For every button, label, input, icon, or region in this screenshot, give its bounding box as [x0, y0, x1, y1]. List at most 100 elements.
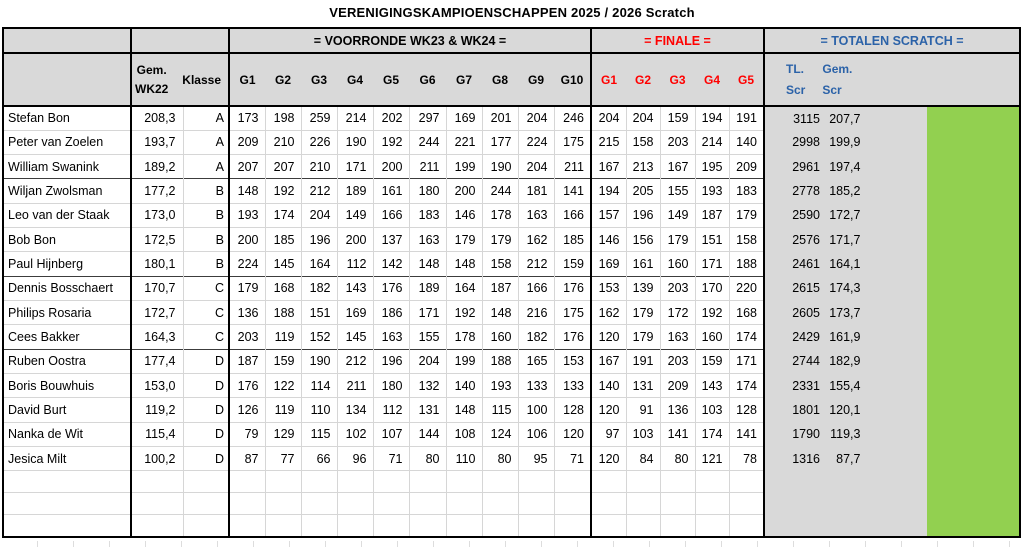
voorronde-game-header: G7: [446, 53, 482, 107]
finale-score-cell: 192: [694, 300, 729, 325]
totalen-cell: 3115 207,7: [764, 106, 927, 131]
voorronde-score-cell: 207: [229, 154, 265, 179]
average-scratch-value: 87,7: [836, 451, 861, 466]
finale-score-cell: 162: [590, 300, 626, 325]
voorronde-score-cell: 166: [517, 275, 554, 301]
blank-header-cell: [131, 28, 230, 54]
finale-score-cell: 155: [659, 178, 695, 204]
green-spacer-cell: [927, 324, 1020, 350]
average-scratch-value: 119,3: [830, 427, 861, 442]
voorronde-score-cell: 199: [445, 154, 482, 179]
finale-score-cell: 78: [728, 446, 765, 471]
player-row: Nanka de Wit 115,4 D 79 129 115 102 107 …: [3, 421, 1020, 447]
total-scratch-value: 2590: [792, 208, 820, 223]
finale-score-cell: 195: [694, 154, 729, 179]
finale-score-cell: 167: [659, 154, 695, 179]
finale-score-cell: 172: [659, 300, 695, 325]
voorronde-score-cell: 80: [481, 446, 518, 471]
voorronde-score-cell: 200: [336, 227, 373, 252]
gem-wk22-cell: 164,3: [131, 324, 184, 350]
voorronde-score-cell: 207: [264, 154, 301, 179]
voorronde-game-header: G4: [337, 53, 373, 107]
average-scratch-value: 171,7: [829, 232, 861, 247]
klasse-cell: D: [183, 373, 230, 398]
klasse-cell: B: [183, 178, 230, 204]
total-scratch-value: 2998: [792, 135, 820, 150]
voorronde-score-cell: 71: [553, 446, 591, 471]
voorronde-score-cell: 66: [300, 446, 337, 471]
voorronde-score-cell: 176: [229, 373, 265, 398]
voorronde-score-cell: 203: [229, 324, 265, 350]
total-scratch-value: 2429: [792, 330, 820, 345]
voorronde-score-cell: 140: [445, 373, 482, 398]
totalen-cell: 1790 119,3: [764, 422, 927, 447]
gem-wk22-cell: 100,2: [131, 446, 184, 471]
voorronde-score-cell: 186: [372, 300, 409, 325]
player-row: Bob Bon 172,5 B 200 185 196 200 137 163 …: [3, 227, 1020, 252]
gem-wk22-cell: 172,7: [131, 300, 184, 325]
average-scratch-value: 199,9: [829, 135, 861, 150]
green-spacer-cell: [927, 514, 1020, 537]
voorronde-score-cell: 126: [229, 397, 265, 423]
voorronde-score-cell: 108: [445, 421, 482, 447]
voorronde-score-cell: 112: [336, 251, 373, 277]
voorronde-score-cell: 152: [300, 324, 337, 350]
finale-score-cell: 169: [590, 251, 626, 277]
voorronde-score-cell: 79: [229, 421, 265, 447]
total-scratch-value: 2576: [792, 232, 820, 247]
klasse-header: Klasse: [182, 72, 221, 87]
finale-score-cell: 167: [590, 348, 626, 374]
player-name-cell: Bob Bon: [3, 227, 132, 252]
player-row: Paul Hijnberg 180,1 B 224 145 164 112 14…: [3, 251, 1020, 277]
voorronde-score-cell: 244: [481, 178, 518, 204]
totalen-cell: [764, 492, 927, 515]
finale-score-cell: 160: [659, 251, 695, 277]
total-scratch-value: 1790: [792, 427, 820, 442]
finale-game-header: G2: [626, 53, 660, 107]
voorronde-score-cell: 189: [408, 275, 446, 301]
finale-score-cell: 179: [728, 202, 765, 228]
voorronde-score-cell: 110: [445, 446, 482, 471]
finale-score-cell: 203: [659, 348, 695, 374]
voorronde-score-cell: 224: [229, 251, 265, 277]
player-row: Boris Bouwhuis 153,0 D 176 122 114 211 1…: [3, 373, 1020, 398]
player-row: David Burt 119,2 D 126 119 110 134 112 1…: [3, 397, 1020, 423]
average-scratch-value: 120,1: [829, 403, 861, 418]
total-scratch-value: 2605: [792, 305, 820, 320]
player-name-cell: Peter van Zoelen: [3, 129, 132, 155]
finale-score-cell: 120: [590, 324, 626, 350]
player-name-cell: William Swanink: [3, 154, 132, 179]
voorronde-score-cell: 190: [300, 348, 337, 374]
voorronde-score-cell: 204: [408, 348, 446, 374]
voorronde-score-cell: 77: [264, 446, 301, 471]
voorronde-score-cell: 112: [372, 397, 409, 423]
voorronde-score-cell: 148: [445, 251, 482, 277]
finale-score-cell: 220: [728, 275, 765, 301]
voorronde-score-cell: 183: [408, 202, 446, 228]
voorronde-score-cell: 192: [445, 300, 482, 325]
blank-header-cell: [3, 28, 132, 54]
klasse-cell: D: [183, 397, 230, 423]
voorronde-score-cell: 95: [517, 446, 554, 471]
voorronde-score-cell: 180: [372, 373, 409, 398]
voorronde-score-cell: 244: [408, 129, 446, 155]
finale-score-cell: 84: [625, 446, 660, 471]
klasse-cell: B: [183, 227, 230, 252]
voorronde-score-cell: 148: [445, 397, 482, 423]
finale-score-cell: 203: [659, 129, 695, 155]
klasse-cell: B: [183, 202, 230, 228]
voorronde-score-cell: 166: [372, 202, 409, 228]
voorronde-score-cell: 120: [553, 421, 591, 447]
voorronde-score-cell: 201: [481, 105, 518, 131]
total-scratch-value: 2744: [792, 354, 820, 369]
player-name-cell: Wiljan Zwolsman: [3, 178, 132, 204]
voorronde-score-cell: 148: [229, 178, 265, 204]
finale-score-cell: 97: [590, 421, 626, 447]
finale-score-cell: 174: [728, 324, 765, 350]
voorronde-score-cell: 100: [517, 397, 554, 423]
voorronde-score-cell: 176: [553, 324, 591, 350]
voorronde-score-cell: 188: [481, 348, 518, 374]
voorronde-score-cell: 119: [264, 324, 301, 350]
total-scratch-value: 1316: [792, 451, 820, 466]
player-row: Cees Bakker 164,3 C 203 119 152 145 163 …: [3, 324, 1020, 350]
